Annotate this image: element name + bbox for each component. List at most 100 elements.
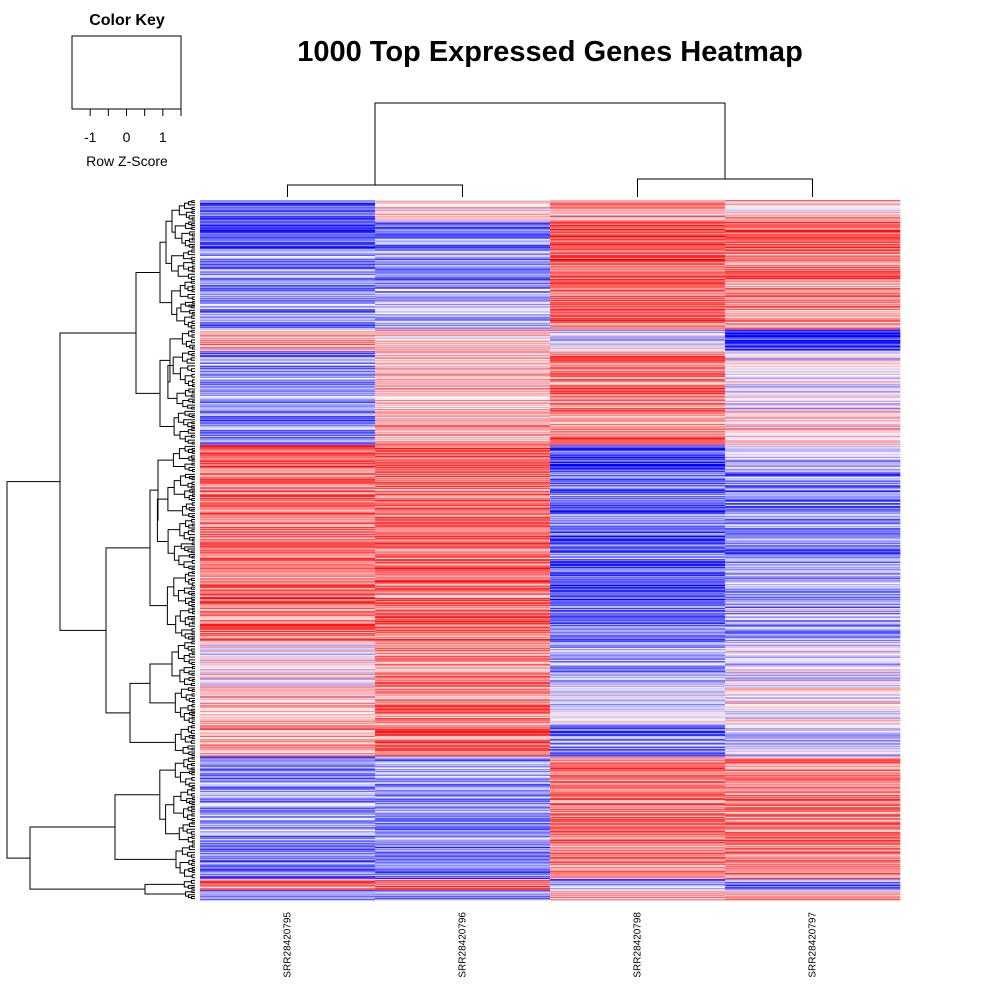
dendrogram-branch	[191, 592, 195, 596]
dendrogram-branch	[191, 862, 195, 866]
heatmap-cell	[725, 309, 901, 311]
heatmap-cell	[200, 872, 376, 874]
heatmap-cell	[725, 385, 901, 387]
dendrogram-branch	[191, 353, 195, 357]
heatmap-cell	[375, 587, 551, 589]
heatmap-cell	[725, 504, 901, 506]
dendrogram-branch	[191, 200, 195, 203]
heatmap-cell	[550, 279, 726, 281]
heatmap-cell	[725, 454, 901, 456]
heatmap-cell	[725, 747, 901, 749]
heatmap-cell	[375, 379, 551, 381]
heatmap-cell	[375, 873, 551, 875]
heatmap-cell	[375, 374, 551, 376]
heatmap-cell	[375, 237, 551, 239]
heatmap-cell	[375, 794, 551, 796]
heatmap-cell	[725, 204, 901, 206]
heatmap-cell	[375, 539, 551, 541]
heatmap-cell	[550, 302, 726, 304]
heatmap-cell	[375, 696, 551, 698]
heatmap-cell	[550, 272, 726, 274]
heatmap-cell	[550, 503, 726, 505]
heatmap-cell	[375, 389, 551, 391]
heatmap-cell	[200, 224, 376, 226]
heatmap-cell	[725, 243, 901, 245]
heatmap-cell	[725, 692, 901, 694]
heatmap-cell	[725, 515, 901, 517]
heatmap-cell	[725, 223, 901, 225]
heatmap-cell	[375, 350, 551, 352]
heatmap-cell	[200, 835, 376, 837]
heatmap-cell	[375, 349, 551, 351]
heatmap-cell	[375, 431, 551, 433]
heatmap-cell	[200, 674, 376, 676]
heatmap-cell	[375, 552, 551, 554]
heatmap-cell	[375, 804, 551, 806]
heatmap-cell	[725, 244, 901, 246]
heatmap-cell	[550, 235, 726, 237]
heatmap-cell	[375, 778, 551, 780]
heatmap-cell	[725, 728, 901, 730]
heatmap-cell	[200, 317, 376, 319]
heatmap-cell	[550, 468, 726, 470]
heatmap-cell	[725, 379, 901, 381]
heatmap-cell	[200, 736, 376, 738]
heatmap-cell	[725, 519, 901, 521]
heatmap-cell	[200, 579, 376, 581]
heatmap-cell	[550, 841, 726, 843]
heatmap-cell	[725, 790, 901, 792]
heatmap-cell	[200, 374, 376, 376]
heatmap-cell	[375, 690, 551, 692]
heatmap-cell	[725, 805, 901, 807]
heatmap-cell	[550, 358, 726, 360]
heatmap-cell	[550, 314, 726, 316]
heatmap-cell	[550, 795, 726, 797]
heatmap-cell	[200, 837, 376, 839]
heatmap-cell	[550, 228, 726, 230]
heatmap-cell	[550, 606, 726, 608]
heatmap-cell	[375, 844, 551, 846]
heatmap-cell	[200, 494, 376, 496]
heatmap-cell	[200, 424, 376, 426]
heatmap-cell	[725, 221, 901, 223]
heatmap-cell	[200, 829, 376, 831]
heatmap-cell	[550, 692, 726, 694]
heatmap-cell	[725, 311, 901, 313]
heatmap-cell	[200, 312, 376, 314]
heatmap-cell	[375, 540, 551, 542]
heatmap-cell	[550, 554, 726, 556]
heatmap-cell	[375, 236, 551, 238]
heatmap-cell	[375, 872, 551, 874]
dendrogram-branch	[191, 896, 195, 900]
heatmap-cell	[725, 720, 901, 722]
heatmap-cell	[200, 862, 376, 864]
dendrogram-branch	[191, 508, 195, 512]
heatmap-cell	[550, 227, 726, 229]
heatmap-cell	[725, 839, 901, 841]
heatmap-cell	[200, 513, 376, 515]
heatmap-cell	[200, 861, 376, 863]
heatmap-cell	[375, 725, 551, 727]
heatmap-cell	[200, 580, 376, 582]
heatmap-cell	[725, 459, 901, 461]
heatmap-cell	[375, 443, 551, 445]
heatmap-cell	[550, 868, 726, 870]
heatmap-cell	[375, 750, 551, 752]
heatmap-cell	[375, 639, 551, 641]
heatmap-cell	[375, 233, 551, 235]
dendrogram-branch	[167, 486, 183, 512]
heatmap-cell	[200, 497, 376, 499]
heatmap-cell	[725, 475, 901, 477]
heatmap-cell	[725, 760, 901, 762]
heatmap-cell	[725, 516, 901, 518]
heatmap-cell	[375, 329, 551, 331]
dendrogram-branch	[159, 769, 176, 820]
heatmap-cell	[200, 390, 376, 392]
heatmap-cell	[725, 559, 901, 561]
heatmap-cell	[375, 247, 551, 249]
dendrogram-branch	[191, 628, 195, 632]
heatmap-cell	[725, 433, 901, 435]
heatmap-cell	[200, 808, 376, 810]
dendrogram-branch	[191, 840, 195, 844]
heatmap-cell	[725, 395, 901, 397]
